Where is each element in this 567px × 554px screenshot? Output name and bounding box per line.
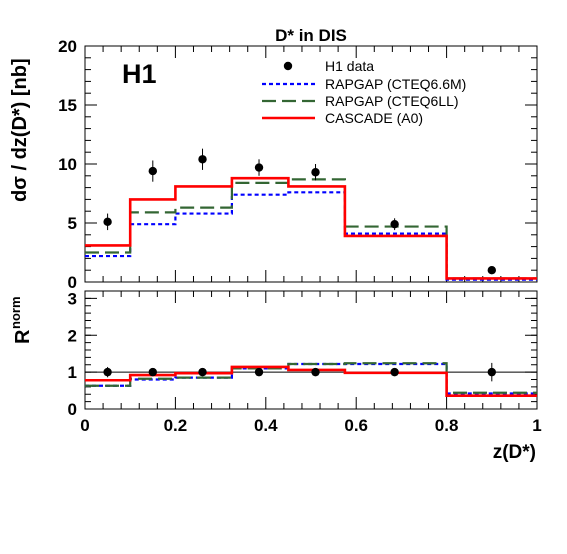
top-y-tick-label: 20 xyxy=(58,37,77,56)
top-series-rapgap-cteq6-6m- xyxy=(85,191,537,281)
ratio-y-label-main: R xyxy=(12,329,34,344)
ratio-y-label-sup: norm xyxy=(8,297,23,330)
ratio-y-tick-label: 3 xyxy=(68,289,77,308)
top-y-tick-label: 10 xyxy=(58,155,77,174)
legend: H1 data RAPGAP (CTEQ6.6M)RAPGAP (CTEQ6LL)… xyxy=(262,58,466,126)
top-series-cascade-a0- xyxy=(85,176,537,280)
ratio-series-rapgap-cteq6ll- xyxy=(85,362,537,394)
x-tick-label: 1 xyxy=(532,416,541,435)
chart-title: D* in DIS xyxy=(275,26,347,45)
ratio-series-cascade-a0- xyxy=(85,365,537,398)
top-y-axis-label: dσ / dz(D*) [nb] xyxy=(9,58,31,202)
ratio-panel: 0 1 2 3 0 0.2 0.4 0.6 0.8 1 xyxy=(68,289,542,435)
ratio-y-tick-label: 0 xyxy=(68,400,77,419)
legend-h1-data-marker xyxy=(283,61,293,71)
top-data-point xyxy=(390,219,399,229)
h1-label: H1 xyxy=(122,59,157,89)
x-tick-label: 0.4 xyxy=(254,416,278,435)
ratio-data-point xyxy=(254,367,264,377)
legend-h1-data-label: H1 data xyxy=(325,58,374,74)
top-data-point xyxy=(148,166,157,176)
x-tick-label: 0.8 xyxy=(435,416,459,435)
ratio-data-point xyxy=(148,367,157,377)
top-y-tick-label: 5 xyxy=(68,214,77,233)
ratio-data-point xyxy=(390,367,399,377)
ratio-y-tick-label: 2 xyxy=(68,326,77,345)
top-y-tick-label: 15 xyxy=(58,96,77,115)
x-tick-label: 0.6 xyxy=(344,416,368,435)
ratio-frame xyxy=(84,290,538,410)
ratio-data-point xyxy=(487,367,496,377)
ratio-y-axis-label: R norm xyxy=(8,297,34,345)
ratio-y-tick-label: 1 xyxy=(68,363,77,382)
top-y-tick-label: 0 xyxy=(68,273,77,292)
legend-label-rapgap-cteq6-6m-: RAPGAP (CTEQ6.6M) xyxy=(325,76,466,92)
top-data-point xyxy=(198,155,207,164)
top-data-point xyxy=(311,168,320,177)
top-series-rapgap-cteq6ll- xyxy=(85,178,537,280)
x-tick-label: 0.2 xyxy=(164,416,188,435)
ratio-data-point xyxy=(311,367,320,377)
legend-label-rapgap-cteq6ll-: RAPGAP (CTEQ6LL) xyxy=(325,93,459,109)
x-axis-label: z(D*) xyxy=(493,442,536,463)
top-panel: 0 5 10 15 20 xyxy=(58,37,538,292)
ratio-data-point xyxy=(103,367,112,377)
x-tick-label: 0 xyxy=(80,416,89,435)
legend-label-cascade-a0-: CASCADE (A0) xyxy=(325,110,423,126)
top-data-point xyxy=(487,266,496,275)
ratio-data-point xyxy=(198,367,207,377)
top-data-point xyxy=(103,217,112,227)
top-data-point xyxy=(254,163,264,172)
